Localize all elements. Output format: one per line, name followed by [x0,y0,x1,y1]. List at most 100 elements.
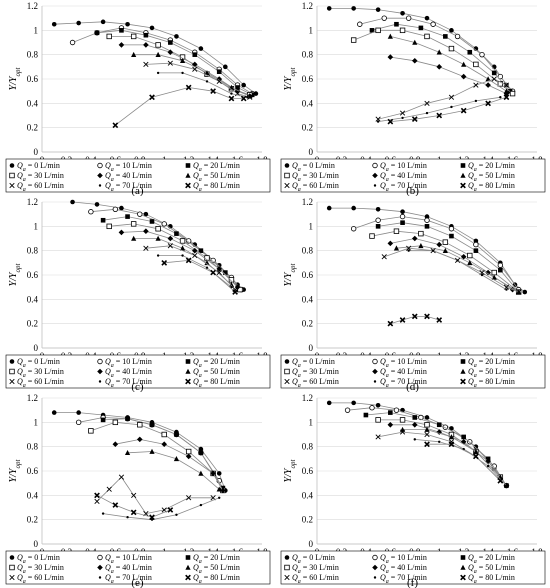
data-point [461,61,467,67]
data-point [399,417,406,423]
data-point [156,71,160,75]
legend-marker [460,555,466,560]
legend-entry: Qa = 50 L/min [468,563,515,575]
data-point [326,205,332,211]
legend-entry: Qa = 50 L/min [193,367,240,379]
legend-entry: Qa = 50 L/min [193,563,240,575]
legend-marker [9,172,15,179]
series-line [359,17,513,92]
y-tick-label: 0.4 [302,98,314,108]
data-point [499,96,502,99]
y-tick-label: 0.4 [27,490,39,500]
data-point [130,509,137,516]
data-point [112,122,119,129]
legend-entry: Qa = 20 L/min [468,553,515,565]
data-point [375,116,381,122]
data-point [381,254,387,260]
data-point [473,453,479,460]
legend-entry: Qa = 0 L/min [292,161,335,173]
data-point [431,249,435,252]
legend-marker [372,162,378,169]
data-point [156,254,160,257]
data-point [460,439,467,445]
data-point [424,224,430,229]
data-point [210,88,216,95]
series-line [329,402,507,486]
series-5 [387,54,510,97]
y-tick-label: 0.4 [27,294,39,304]
data-point [174,231,179,236]
data-point [369,405,375,411]
legend-marker [460,182,466,189]
series-1 [326,400,509,488]
y-tick-label: 1 [309,417,314,427]
data-point [88,428,94,434]
legend: Qa = 0 L/min Qa = 10 L/min Qa = 20 L/minQa… [280,158,546,193]
series-9 [424,441,504,484]
data-point [401,116,404,120]
series-2 [69,25,255,97]
data-point [149,422,155,428]
legend-marker [97,172,103,179]
series-line [390,56,507,94]
legend-marker [185,172,191,178]
data-point [497,262,504,268]
data-point [143,211,149,217]
series-line [121,230,238,288]
legend-marker [9,574,15,581]
data-point [424,217,430,223]
legend-entry: Qa = 0 L/min [292,357,335,369]
data-point [448,434,455,440]
legend-box [280,158,546,193]
legend-entry: Qa = 40 L/min [380,563,427,575]
data-point [411,313,418,320]
data-point [69,39,76,46]
legend-entry: Qa = 50 L/min [468,171,515,183]
series-9 [94,492,174,521]
y-tick-label: 0.2 [27,515,38,525]
data-point [76,20,81,26]
data-point [344,407,351,413]
data-point [399,317,406,323]
legend-entry: Qa = 40 L/min [105,367,152,379]
chart-svg: 00.20.40.60.811.200.20.40.60.811.21.41.6… [280,197,546,392]
legend-marker [284,368,290,375]
legend-entry: Qa = 30 L/min [17,563,64,575]
data-point [186,495,192,501]
data-point [473,82,479,88]
y-tick-label: 1.2 [302,197,313,207]
chart-svg: 00.20.40.60.811.200.20.40.60.811.21.41.6… [5,393,271,588]
data-point [185,84,192,91]
data-point [155,235,161,241]
data-point [185,257,192,264]
series-9 [112,84,247,129]
data-point [94,202,100,207]
series-7 [143,243,238,293]
data-point [173,456,180,462]
data-point [436,241,443,248]
series-line [158,72,248,98]
y-tick-label: 0 [309,343,314,353]
data-point [369,233,375,239]
series-line [378,419,501,478]
series-7 [375,76,510,122]
series-line [390,96,507,122]
panel-label: (e) [131,577,144,588]
series-line [378,96,501,122]
panel-label: (f) [407,577,418,588]
data-point [230,92,233,95]
data-point [350,226,357,232]
data-point [393,407,400,413]
legend-entry: Qa = 60 L/min [17,377,64,389]
data-point [393,228,400,234]
data-point [143,42,149,48]
series-line [353,216,520,290]
chart-panel-4: 00.20.40.60.811.200.20.40.60.811.21.41.6… [275,196,550,392]
series-line [127,451,220,490]
y-tick-label: 0.8 [27,50,39,60]
data-point [106,223,112,230]
legend-marker [284,163,290,168]
panel-label: (a) [131,185,144,196]
data-point [424,214,430,219]
y-tick-label: 0.6 [27,466,39,476]
